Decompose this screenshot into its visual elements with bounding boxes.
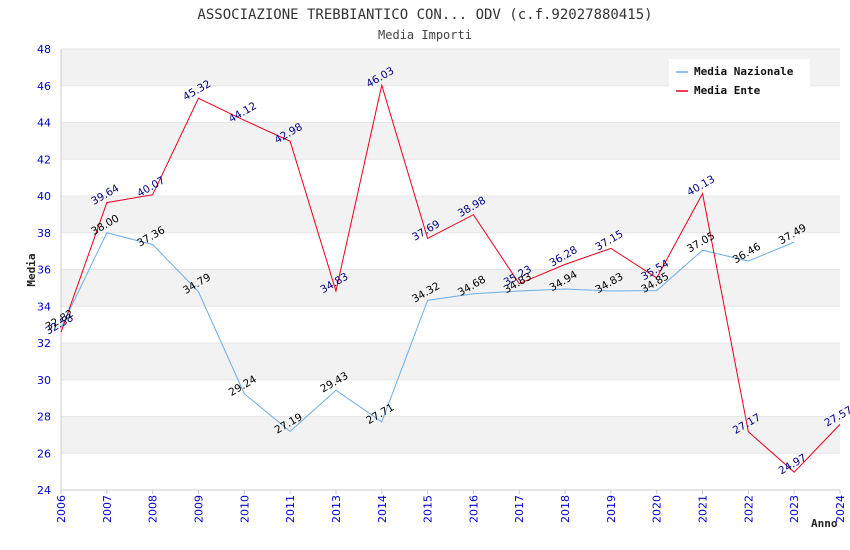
chart-subtitle: Media Importi [378,28,472,42]
y-axis-label: Media [25,253,38,286]
y-tick-label: 28 [37,411,51,424]
y-tick-label: 32 [37,337,51,350]
y-tick-label: 40 [37,190,51,203]
band [61,122,840,160]
legend: Media Nazionale Media Ente [669,59,810,101]
x-tick-label: 2022 [742,495,755,523]
x-tick-label: 2023 [788,495,801,523]
y-tick-label: 46 [37,80,51,93]
x-tick-label: 2008 [147,495,160,523]
band [61,269,840,307]
x-tick-label: 2019 [605,495,618,523]
y-tick-label: 30 [37,374,51,387]
x-tick-label: 2006 [55,495,68,523]
y-tick-label: 34 [37,300,51,313]
x-tick-label: 2024 [834,495,847,523]
band [61,343,840,380]
x-tick-label: 2011 [284,495,297,523]
chart-title: ASSOCIAZIONE TREBBIANTICO CON... ODV (c.… [197,7,652,23]
y-tick-label: 38 [37,227,51,240]
series-lines [60,83,841,473]
band [61,306,840,343]
band [61,379,840,417]
x-tick-label: 2017 [513,495,526,523]
band [61,416,840,454]
x-tick-label: 2007 [101,495,114,523]
background-bands [61,48,840,491]
y-tick-label: 36 [37,264,51,277]
series-line-media-ente [60,83,841,473]
y-tick-label: 24 [37,484,51,497]
y-ticks: 24 26 28 30 32 34 36 38 40 42 44 46 48 [37,43,51,497]
y-tick-label: 26 [37,447,51,460]
band [61,232,840,270]
x-tick-label: 2021 [697,495,710,523]
band [61,453,840,490]
band [61,159,840,196]
legend-label-media-ente: Media Ente [694,84,761,97]
y-tick-label: 48 [37,43,51,56]
band [61,196,840,233]
legend-label-media-nazionale: Media Nazionale [694,65,794,78]
x-tick-label: 2014 [376,495,389,523]
x-tick-label: 2018 [559,495,572,523]
x-tick-label: 2020 [651,495,664,523]
x-tick-label: 2010 [238,495,251,523]
x-ticks: 2006 2007 2008 2009 2010 2011 2013 2014 2015 2016… [55,490,847,523]
y-tick-label: 42 [37,153,51,166]
x-axis-label: Anno [811,517,838,530]
x-tick-label: 2013 [330,495,343,523]
y-tick-label: 44 [37,117,51,130]
series-line-media-nazionale [60,232,795,433]
x-tick-label: 2015 [422,495,435,523]
legend-box [669,59,810,101]
x-tick-label: 2009 [192,495,205,523]
x-tick-label: 2016 [467,495,480,523]
